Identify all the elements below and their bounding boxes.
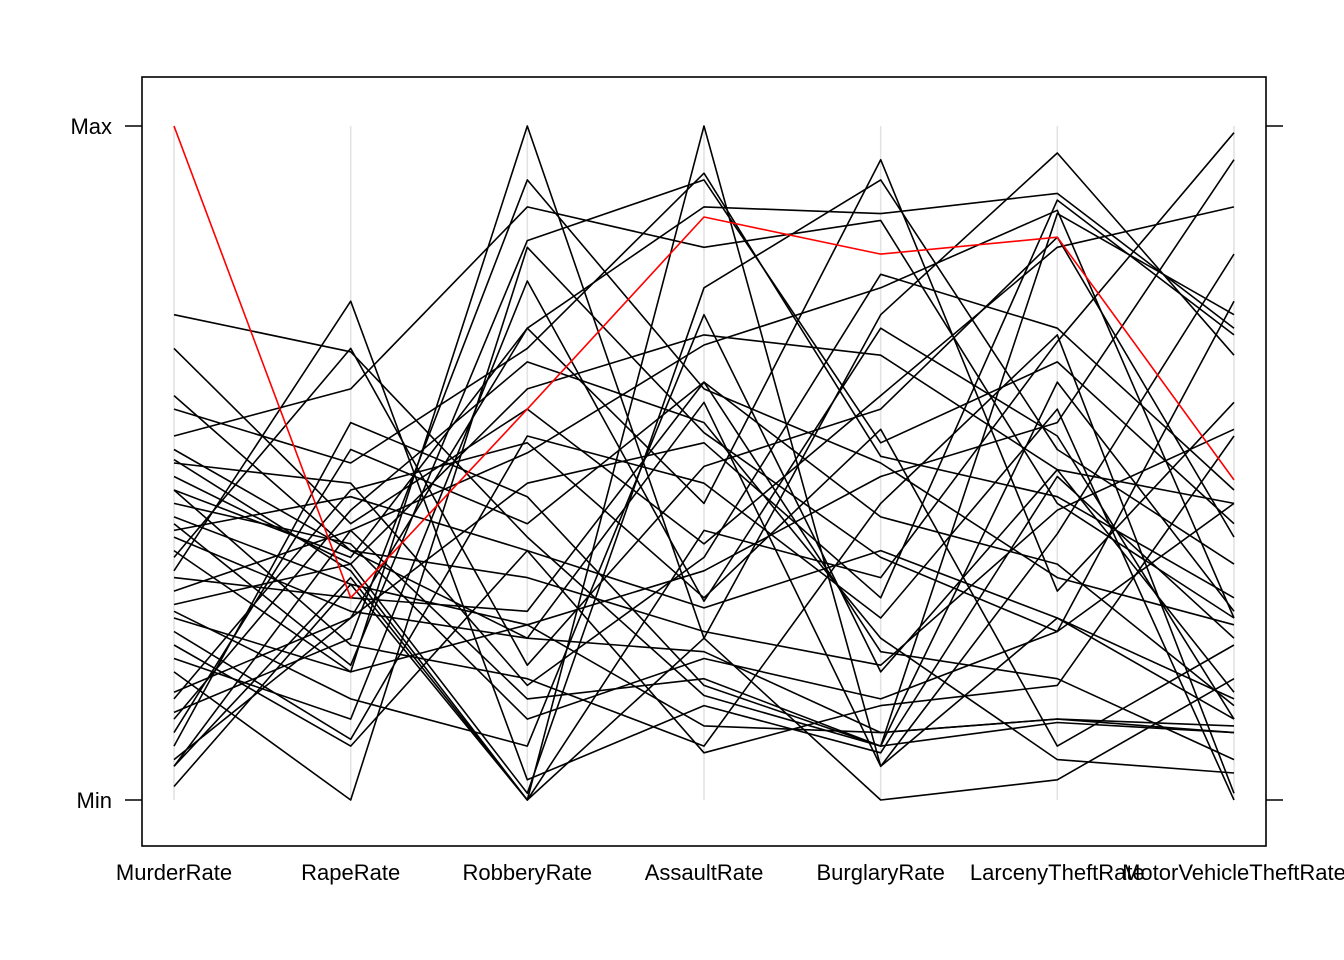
series-line bbox=[173, 313, 1235, 747]
series-line bbox=[173, 401, 1235, 768]
series-line bbox=[173, 192, 1235, 559]
series-lines bbox=[173, 125, 1235, 801]
series-line bbox=[173, 206, 1235, 545]
series-line bbox=[173, 179, 1235, 795]
series-line bbox=[173, 502, 1235, 720]
series-line-highlighted bbox=[173, 125, 1235, 599]
series-line bbox=[173, 132, 1235, 801]
series-line bbox=[173, 381, 1235, 747]
series-line bbox=[173, 435, 1235, 754]
series-line bbox=[173, 448, 1235, 734]
series-line bbox=[173, 334, 1235, 794]
series-line bbox=[173, 212, 1235, 747]
x-label-RapeRate: RapeRate bbox=[301, 860, 400, 885]
series-line bbox=[173, 158, 1235, 693]
x-label-MotorVehicleTheftRate: MotorVehicleTheftRate bbox=[1122, 860, 1344, 885]
series-line bbox=[173, 172, 1235, 599]
series-line bbox=[173, 125, 1235, 801]
x-label-RobberyRate: RobberyRate bbox=[463, 860, 593, 885]
series-line bbox=[173, 273, 1235, 687]
plot-frame bbox=[141, 76, 1267, 847]
series-line bbox=[173, 206, 1235, 619]
y-tick-label-min: Min bbox=[77, 788, 112, 813]
x-label-MurderRate: MurderRate bbox=[116, 860, 232, 885]
series-line bbox=[173, 179, 1235, 714]
series-line bbox=[173, 313, 1235, 747]
y-axis: Max Min bbox=[70, 114, 1283, 813]
series-line bbox=[173, 408, 1235, 801]
series-line bbox=[173, 280, 1235, 720]
variable-labels: MurderRate RapeRate RobberyRate AssaultRate… bbox=[116, 860, 1344, 885]
x-label-LarcenyTheftRate: LarcenyTheftRate bbox=[970, 860, 1145, 885]
y-tick-label-max: Max bbox=[70, 114, 112, 139]
series-line bbox=[173, 361, 1235, 774]
series-line bbox=[173, 152, 1235, 801]
x-label-AssaultRate: AssaultRate bbox=[645, 860, 764, 885]
series-line bbox=[173, 300, 1235, 781]
x-label-BurglaryRate: BurglaryRate bbox=[816, 860, 944, 885]
series-line bbox=[173, 428, 1235, 747]
series-line bbox=[173, 179, 1235, 667]
